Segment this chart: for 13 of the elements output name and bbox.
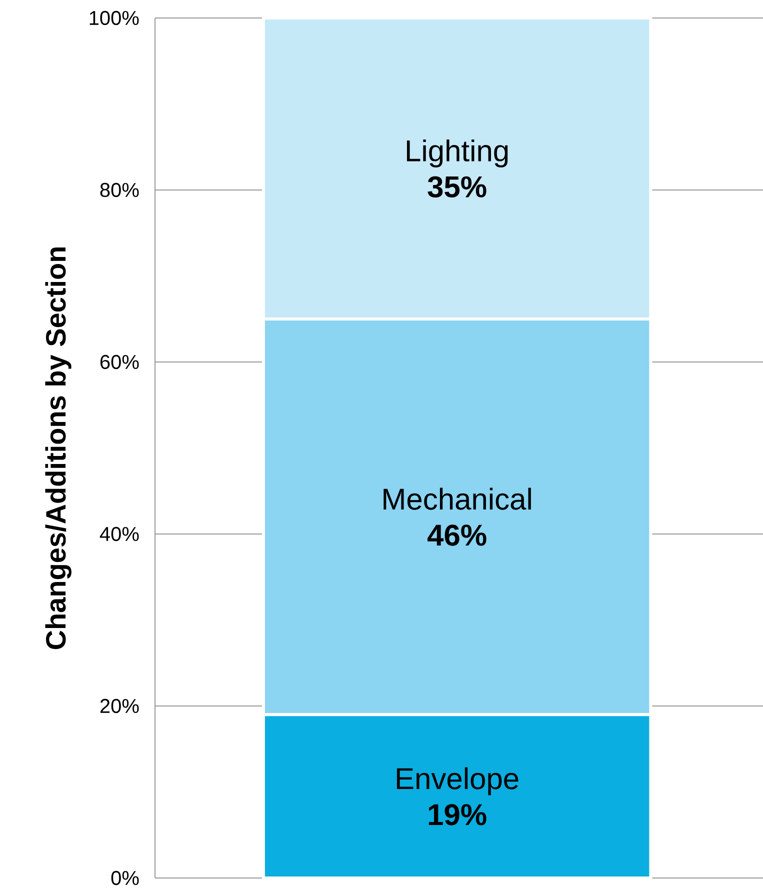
y-tick-label: 0%: [111, 870, 139, 886]
y-tick-label: 100%: [90, 10, 139, 26]
series-label: Envelope: [396, 767, 518, 796]
y-axis-title: Changes/Additions by Section: [45, 247, 72, 650]
data-label: 35%: [427, 176, 486, 198]
y-tick-label: 20%: [100, 698, 139, 714]
y-tick-label: 60%: [100, 354, 139, 370]
y-tick-label: 40%: [100, 526, 139, 542]
data-label: 46%: [427, 524, 486, 546]
series-label: Mechanical: [383, 488, 531, 510]
y-tick-label: 80%: [100, 182, 139, 198]
data-label: 19%: [428, 804, 486, 826]
series-label: Lighting: [406, 139, 508, 168]
